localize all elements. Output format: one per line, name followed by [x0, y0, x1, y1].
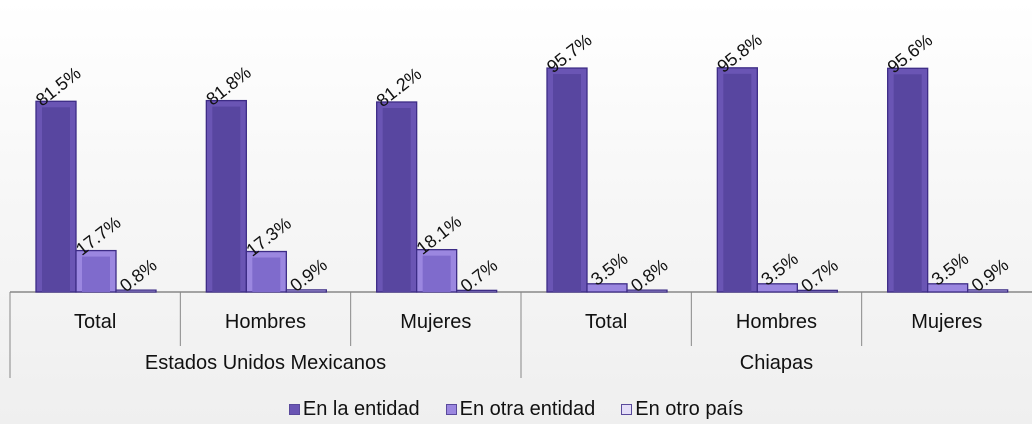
group-label: Chiapas [740, 352, 813, 374]
bar [756, 283, 798, 293]
bar-inner [382, 107, 411, 292]
legend-item-en-otra-entidad: En otra entidad [445, 398, 596, 421]
bar [967, 289, 1009, 293]
bar-inner [553, 74, 581, 292]
bar [927, 283, 969, 293]
labels-layer: Total Hombres Mujeres Total Hombres Mujeres Es… [32, 30, 1012, 374]
bar [115, 289, 157, 293]
legend-item-en-otro-pais: En otro país [621, 398, 743, 421]
category-label: Hombres [736, 311, 817, 333]
bars-layer [35, 67, 1009, 293]
category-label: Hombres [225, 311, 306, 333]
category-label: Total [74, 311, 116, 333]
bar [285, 289, 327, 293]
legend-label-en-la-entidad: En la entidad [302, 398, 420, 420]
bar-inner [42, 107, 70, 292]
legend: En la entidad En otra entidad En otro pa… [0, 398, 1032, 421]
bar-inner [212, 106, 241, 292]
category-label: Mujeres [400, 311, 471, 333]
bar-inner [893, 74, 922, 293]
bar [796, 289, 838, 293]
bar [456, 289, 498, 293]
group-label: Estados Unidos Mexicanos [145, 352, 386, 374]
bar [586, 283, 628, 293]
bar [626, 289, 668, 293]
bar-inner [723, 73, 752, 292]
legend-label-en-otra-entidad: En otra entidad [459, 398, 596, 420]
legend-item-en-la-entidad: En la entidad [288, 398, 420, 421]
category-label: Total [585, 311, 627, 333]
bar-inner [422, 255, 451, 292]
bar-inner [252, 257, 281, 292]
category-label: Mujeres [911, 311, 982, 333]
legend-swatch-en-otra-entidad [445, 404, 457, 415]
axes-layer [9, 291, 1032, 378]
legend-label-en-otro-pais: En otro país [635, 398, 744, 420]
bar-inner [82, 256, 110, 292]
legend-swatch-en-la-entidad [288, 404, 300, 415]
legend-swatch-en-otro-pais [621, 404, 633, 415]
